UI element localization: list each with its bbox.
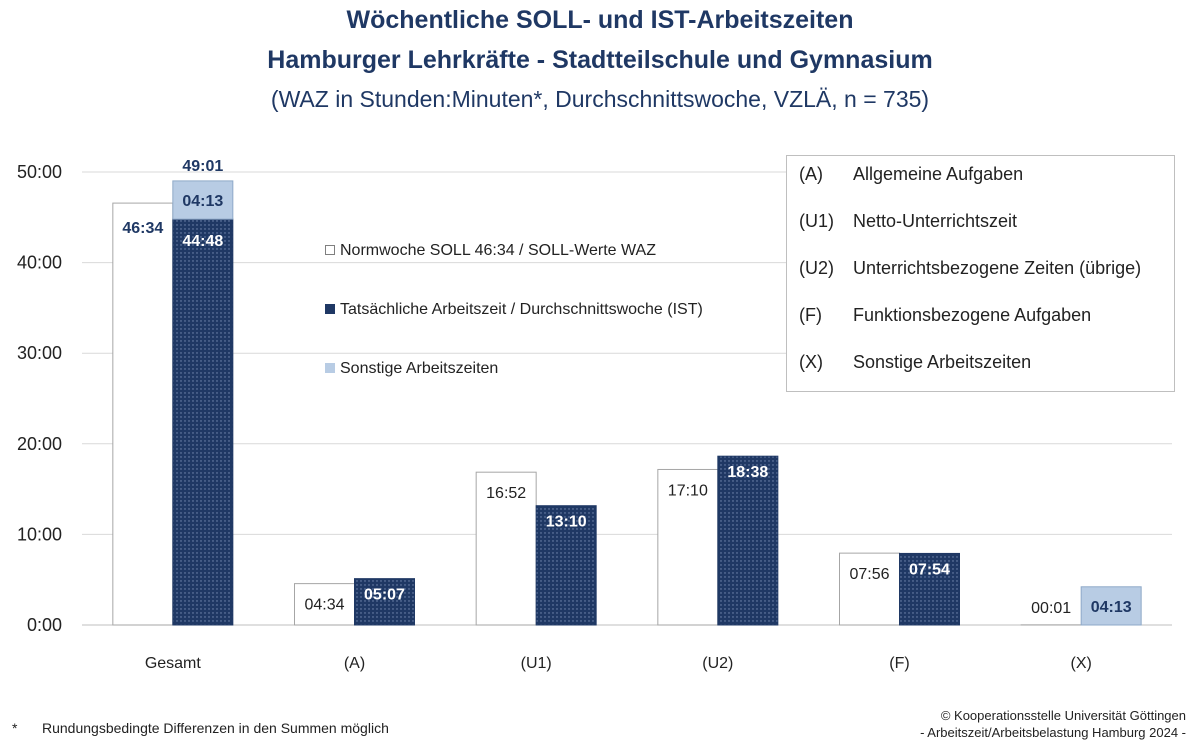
x-tick-label: (X) xyxy=(1071,655,1092,672)
legend-label-ist: Tatsächliche Arbeitszeit / Durchschnitts… xyxy=(340,301,703,318)
y-tick-label: 50:00 xyxy=(17,162,62,182)
category-code: (U2) xyxy=(799,258,834,278)
data-label-soll: 07:56 xyxy=(849,566,889,583)
legend-label-soll: Normwoche SOLL 46:34 / SOLL-Werte WAZ xyxy=(340,242,656,259)
legend-label-sonstige: Sonstige Arbeitszeiten xyxy=(340,360,499,377)
copyright-line2: - Arbeitszeit/Arbeitsbelastung Hamburg 2… xyxy=(920,725,1186,740)
category-code: (U1) xyxy=(799,211,834,231)
category-legend: (A) Allgemeine Aufgaben (U1) Netto-Unterri… xyxy=(786,155,1175,392)
data-label-ist: 44:48 xyxy=(182,233,223,250)
bar-ist xyxy=(899,552,960,626)
bar-ist xyxy=(354,578,415,626)
category-legend-row: (A) Allgemeine Aufgaben xyxy=(799,164,1023,185)
category-code: (F) xyxy=(799,305,822,325)
y-tick-label: 0:00 xyxy=(27,615,62,635)
category-code: (A) xyxy=(799,164,823,184)
footnote-marker: * xyxy=(12,720,18,736)
y-tick-label: 10:00 xyxy=(17,524,62,544)
legend-swatch-sonstige xyxy=(325,363,335,373)
data-label-ist: 18:38 xyxy=(727,464,768,481)
legend-swatch-ist xyxy=(325,304,335,314)
category-legend-row: (U2) Unterrichtsbezogene Zeiten (übrige) xyxy=(799,258,1141,279)
data-label-soll: 17:10 xyxy=(668,482,708,499)
data-label-soll: 46:34 xyxy=(122,220,163,237)
y-tick-label: 30:00 xyxy=(17,343,62,363)
legend-item-ist: Tatsächliche Arbeitszeit / Durchschnitts… xyxy=(325,301,703,319)
y-tick-label: 40:00 xyxy=(17,253,62,273)
data-label-soll: 16:52 xyxy=(486,485,526,502)
category-text: Allgemeine Aufgaben xyxy=(853,164,1024,184)
chart-title-line2: Hamburger Lehrkräfte - Stadtteilschule u… xyxy=(267,46,933,74)
legend-swatch-soll xyxy=(325,245,335,255)
category-text: Sonstige Arbeitszeiten xyxy=(853,352,1032,372)
data-label-soll: 04:34 xyxy=(304,597,344,614)
x-tick-label: (U2) xyxy=(702,655,733,672)
chart-title-line1: Wöchentliche SOLL- und IST-Arbeitszeiten xyxy=(346,6,854,34)
category-legend-row: (U1) Netto-Unterrichtszeit xyxy=(799,211,1017,232)
legend-item-soll: Normwoche SOLL 46:34 / SOLL-Werte WAZ xyxy=(325,242,656,260)
category-legend-row: (F) Funktionsbezogene Aufgaben xyxy=(799,305,1091,326)
x-tick-label: (A) xyxy=(344,655,365,672)
bar-soll xyxy=(839,552,900,626)
bar-chart: 0:00 10:00 20:00 30:00 40:00 50:00 Gesamt 46:34… xyxy=(17,158,1172,672)
bar-sonstige xyxy=(172,180,234,220)
data-label-soll: 00:01 xyxy=(1031,600,1071,617)
data-label-ist: 13:10 xyxy=(546,514,587,531)
y-tick-label: 20:00 xyxy=(17,434,62,454)
x-tick-label: (U1) xyxy=(521,655,552,672)
bar-soll xyxy=(657,468,719,626)
bar-sonstige xyxy=(1080,586,1142,626)
chart-subtitle: (WAZ in Stunden:Minuten*, Durchschnittsw… xyxy=(270,86,930,112)
data-label-total: 49:01 xyxy=(182,158,223,175)
bar-soll xyxy=(112,202,174,626)
data-label-ist: 05:07 xyxy=(364,587,405,604)
bar-ist xyxy=(717,455,779,626)
bar-ist xyxy=(535,505,597,626)
bar-ist xyxy=(172,218,234,626)
copyright-line1: © Kooperationsstelle Universität Götting… xyxy=(940,708,1186,723)
data-label-sonstige: 04:13 xyxy=(1091,599,1132,616)
x-tick-label: Gesamt xyxy=(145,655,202,672)
category-legend-row: (X) Sonstige Arbeitszeiten xyxy=(799,352,1031,373)
legend-item-sonstige: Sonstige Arbeitszeiten xyxy=(325,360,498,378)
category-text: Netto-Unterrichtszeit xyxy=(853,211,1018,231)
x-tick-label: (F) xyxy=(889,655,909,672)
data-label-ist: 07:54 xyxy=(909,561,950,578)
category-code: (X) xyxy=(799,352,823,372)
data-label-sonstige: 04:13 xyxy=(182,193,223,210)
footnote-text: Rundungsbedingte Differenzen in den Summ… xyxy=(42,720,389,736)
bar-soll xyxy=(475,471,537,626)
footnote: * Rundungsbedingte Differenzen in den Sum… xyxy=(12,720,389,736)
category-text: Unterrichtsbezogene Zeiten (übrige) xyxy=(853,258,1142,278)
copyright: © Kooperationsstelle Universität Götting… xyxy=(920,707,1186,741)
category-text: Funktionsbezogene Aufgaben xyxy=(853,305,1092,325)
bar-soll xyxy=(294,583,355,626)
